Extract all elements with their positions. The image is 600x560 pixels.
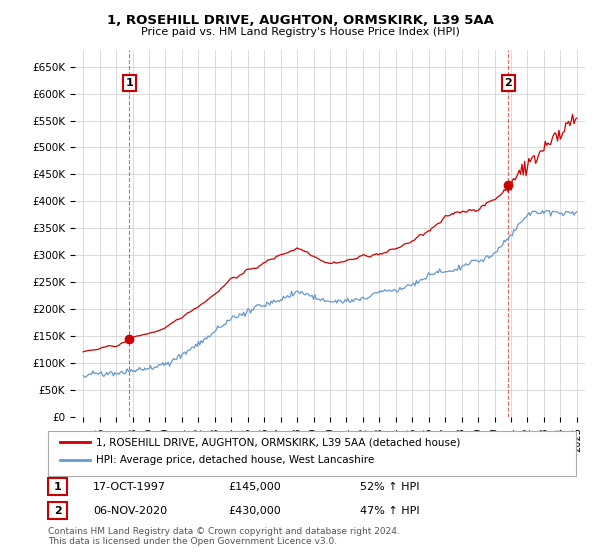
Text: Price paid vs. HM Land Registry's House Price Index (HPI): Price paid vs. HM Land Registry's House …: [140, 27, 460, 37]
Text: HPI: Average price, detached house, West Lancashire: HPI: Average price, detached house, West…: [96, 455, 374, 465]
Text: 1: 1: [125, 78, 133, 88]
Text: 17-OCT-1997: 17-OCT-1997: [93, 482, 166, 492]
Text: 1, ROSEHILL DRIVE, AUGHTON, ORMSKIRK, L39 5AA (detached house): 1, ROSEHILL DRIVE, AUGHTON, ORMSKIRK, L3…: [96, 437, 460, 447]
Text: 2: 2: [505, 78, 512, 88]
Text: Contains HM Land Registry data © Crown copyright and database right 2024.
This d: Contains HM Land Registry data © Crown c…: [48, 526, 400, 546]
Text: 1, ROSEHILL DRIVE, AUGHTON, ORMSKIRK, L39 5AA: 1, ROSEHILL DRIVE, AUGHTON, ORMSKIRK, L3…: [107, 14, 493, 27]
Text: 1: 1: [54, 482, 61, 492]
Text: 06-NOV-2020: 06-NOV-2020: [93, 506, 167, 516]
Text: £430,000: £430,000: [228, 506, 281, 516]
Text: £145,000: £145,000: [228, 482, 281, 492]
Text: 52% ↑ HPI: 52% ↑ HPI: [360, 482, 419, 492]
Text: 2: 2: [54, 506, 61, 516]
Text: 47% ↑ HPI: 47% ↑ HPI: [360, 506, 419, 516]
